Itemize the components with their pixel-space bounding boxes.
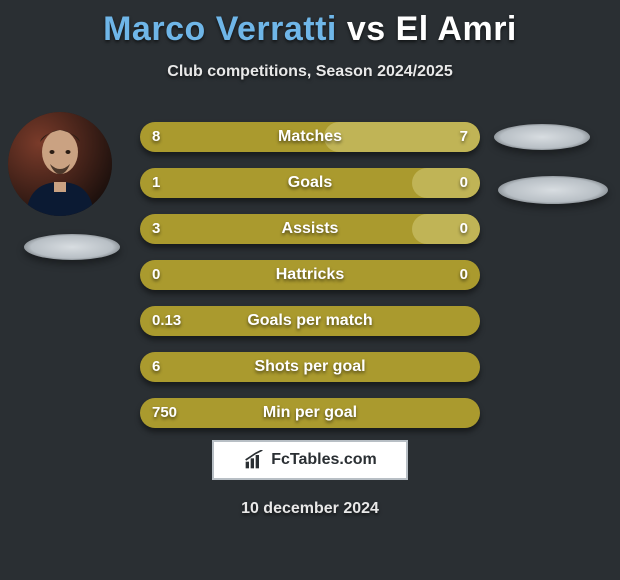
stat-value-left: 0.13: [152, 306, 181, 336]
stat-fill-right: [412, 168, 480, 198]
page-title: Marco Verratti vs El Amri: [0, 0, 620, 49]
title-vs: vs: [347, 10, 386, 48]
subtitle: Club competitions, Season 2024/2025: [0, 63, 620, 81]
stat-row: 0 0Hattricks: [140, 260, 480, 290]
stat-value-left: 6: [152, 352, 160, 382]
stat-value-left: 3: [152, 214, 160, 244]
player1-avatar: [8, 112, 112, 216]
stat-row: 0.13Goals per match: [140, 306, 480, 336]
stat-row: 6Shots per goal: [140, 352, 480, 382]
stat-value-left: 1: [152, 168, 160, 198]
stat-row: 750Min per goal: [140, 398, 480, 428]
avatar-shadow-right-1: [494, 124, 590, 150]
stat-fill-right: [412, 214, 480, 244]
stat-row: 10Goals: [140, 168, 480, 198]
stat-value-left: 750: [152, 398, 177, 428]
fctables-logo-icon: [243, 450, 265, 470]
stat-value-right: 0: [460, 260, 468, 290]
stat-fill-right: [324, 122, 480, 152]
stat-label: Goals per match: [140, 306, 480, 336]
stat-label: Hattricks: [140, 260, 480, 290]
comparison-bars: 87Matches 10Goals 30Assists 0 0Hattricks 0.13…: [140, 122, 480, 444]
brand-box: FcTables.com: [212, 440, 408, 480]
player-avatar-icon: [8, 112, 112, 216]
title-player2: El Amri: [396, 10, 517, 48]
date: 10 december 2024: [0, 500, 620, 518]
stat-value-left: 8: [152, 122, 160, 152]
stat-row: 87Matches: [140, 122, 480, 152]
stat-label: Shots per goal: [140, 352, 480, 382]
stat-row: 30Assists: [140, 214, 480, 244]
stat-label: Min per goal: [140, 398, 480, 428]
title-player1: Marco Verratti: [103, 10, 337, 48]
stat-value-left: 0: [152, 260, 160, 290]
avatar-shadow-right-2: [498, 176, 608, 204]
brand-text: FcTables.com: [271, 451, 377, 469]
avatar-shadow-left: [24, 234, 120, 260]
